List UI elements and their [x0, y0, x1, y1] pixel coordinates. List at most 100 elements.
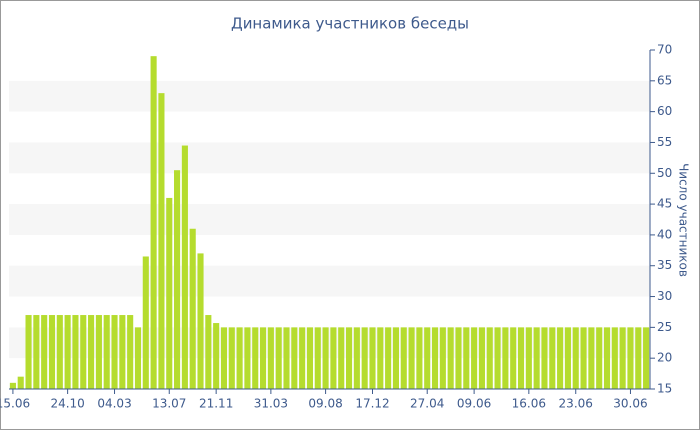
bar [314, 327, 321, 389]
y-tick-label: 70 [657, 43, 672, 57]
bar [127, 315, 134, 389]
bar [330, 327, 337, 389]
bar [150, 56, 157, 389]
bar [525, 327, 532, 389]
bar [275, 327, 282, 389]
y-tick-label: 20 [657, 351, 672, 365]
bar [299, 327, 306, 389]
bar [603, 327, 611, 389]
bar [322, 327, 329, 389]
x-tick-label: 09.06 [457, 397, 491, 411]
bar [517, 327, 525, 389]
bar [408, 327, 415, 389]
bar [9, 382, 16, 389]
bar [252, 327, 259, 389]
bar [80, 315, 87, 389]
bar [416, 327, 423, 389]
bar [447, 327, 454, 389]
bar [213, 323, 220, 389]
bar [17, 376, 24, 389]
y-axis-label: Число участников [677, 163, 691, 277]
y-tick-label: 25 [657, 320, 672, 334]
x-tick-label: 21.11 [199, 397, 233, 411]
bar [345, 327, 353, 389]
x-tick-label: 30.06 [613, 397, 647, 411]
x-tick-label: 09.08 [308, 397, 342, 411]
bar [228, 327, 235, 389]
x-tick-label: 04.03 [97, 397, 131, 411]
bar [541, 327, 548, 389]
grid-band [9, 142, 650, 174]
bar [627, 327, 634, 389]
y-tick-label: 45 [657, 197, 672, 211]
bar [471, 327, 478, 389]
bar [64, 315, 71, 389]
bar [486, 327, 493, 389]
bar [643, 327, 650, 389]
y-tick-label: 55 [657, 135, 672, 149]
bar [267, 327, 274, 389]
y-tick-label: 60 [657, 104, 672, 118]
bar [142, 256, 149, 389]
x-tick-label: 16.06 [512, 397, 546, 411]
x-tick-label: 13.07 [152, 397, 186, 411]
bar [385, 327, 392, 389]
bar [197, 253, 204, 389]
bar [580, 327, 587, 389]
bar [635, 327, 642, 389]
x-tick-label: 24.10 [50, 397, 84, 411]
bar [596, 327, 603, 389]
y-tick-label: 15 [657, 382, 672, 396]
bar [33, 315, 40, 389]
bar [494, 327, 501, 389]
bar [181, 145, 188, 389]
bar [455, 327, 462, 389]
bar [338, 327, 345, 389]
grid-band [9, 80, 650, 112]
bar [56, 315, 63, 389]
bar [572, 327, 579, 389]
bar [158, 93, 165, 390]
bar [72, 315, 79, 389]
y-tick-label: 30 [657, 289, 672, 303]
grid-band [9, 265, 650, 297]
bar [439, 327, 446, 389]
bar [533, 327, 540, 389]
bar [166, 197, 173, 389]
x-tick-label: 17.12 [355, 397, 389, 411]
bar [25, 315, 32, 389]
bar [306, 327, 314, 389]
y-tick-label: 65 [657, 73, 672, 87]
bar [463, 327, 470, 389]
y-tick-label: 50 [657, 166, 672, 180]
bar [564, 327, 571, 389]
bar [220, 327, 228, 389]
bar [95, 315, 102, 389]
bar [283, 327, 290, 389]
bar [510, 327, 517, 389]
bar [41, 315, 48, 389]
bar [502, 327, 509, 389]
bar [174, 170, 181, 389]
y-tick-label: 40 [657, 227, 672, 241]
bar [103, 315, 110, 389]
bar [361, 327, 368, 389]
x-tick-label: 23.06 [559, 397, 593, 411]
bar [431, 327, 439, 389]
bar [260, 327, 267, 389]
x-tick-label: 15.06 [0, 397, 30, 411]
bar [619, 327, 626, 389]
grid-band [9, 204, 650, 235]
bar [48, 315, 56, 389]
bar [291, 327, 298, 389]
bar [111, 315, 118, 389]
bar [353, 327, 360, 389]
x-tick-label: 31.03 [254, 397, 288, 411]
bar [244, 327, 251, 389]
bar [377, 327, 384, 389]
bar [424, 327, 431, 389]
x-tick-label: 27.04 [410, 397, 444, 411]
chart-title: Динамика участников беседы [231, 15, 469, 33]
bar [549, 327, 556, 389]
bar [236, 327, 243, 389]
